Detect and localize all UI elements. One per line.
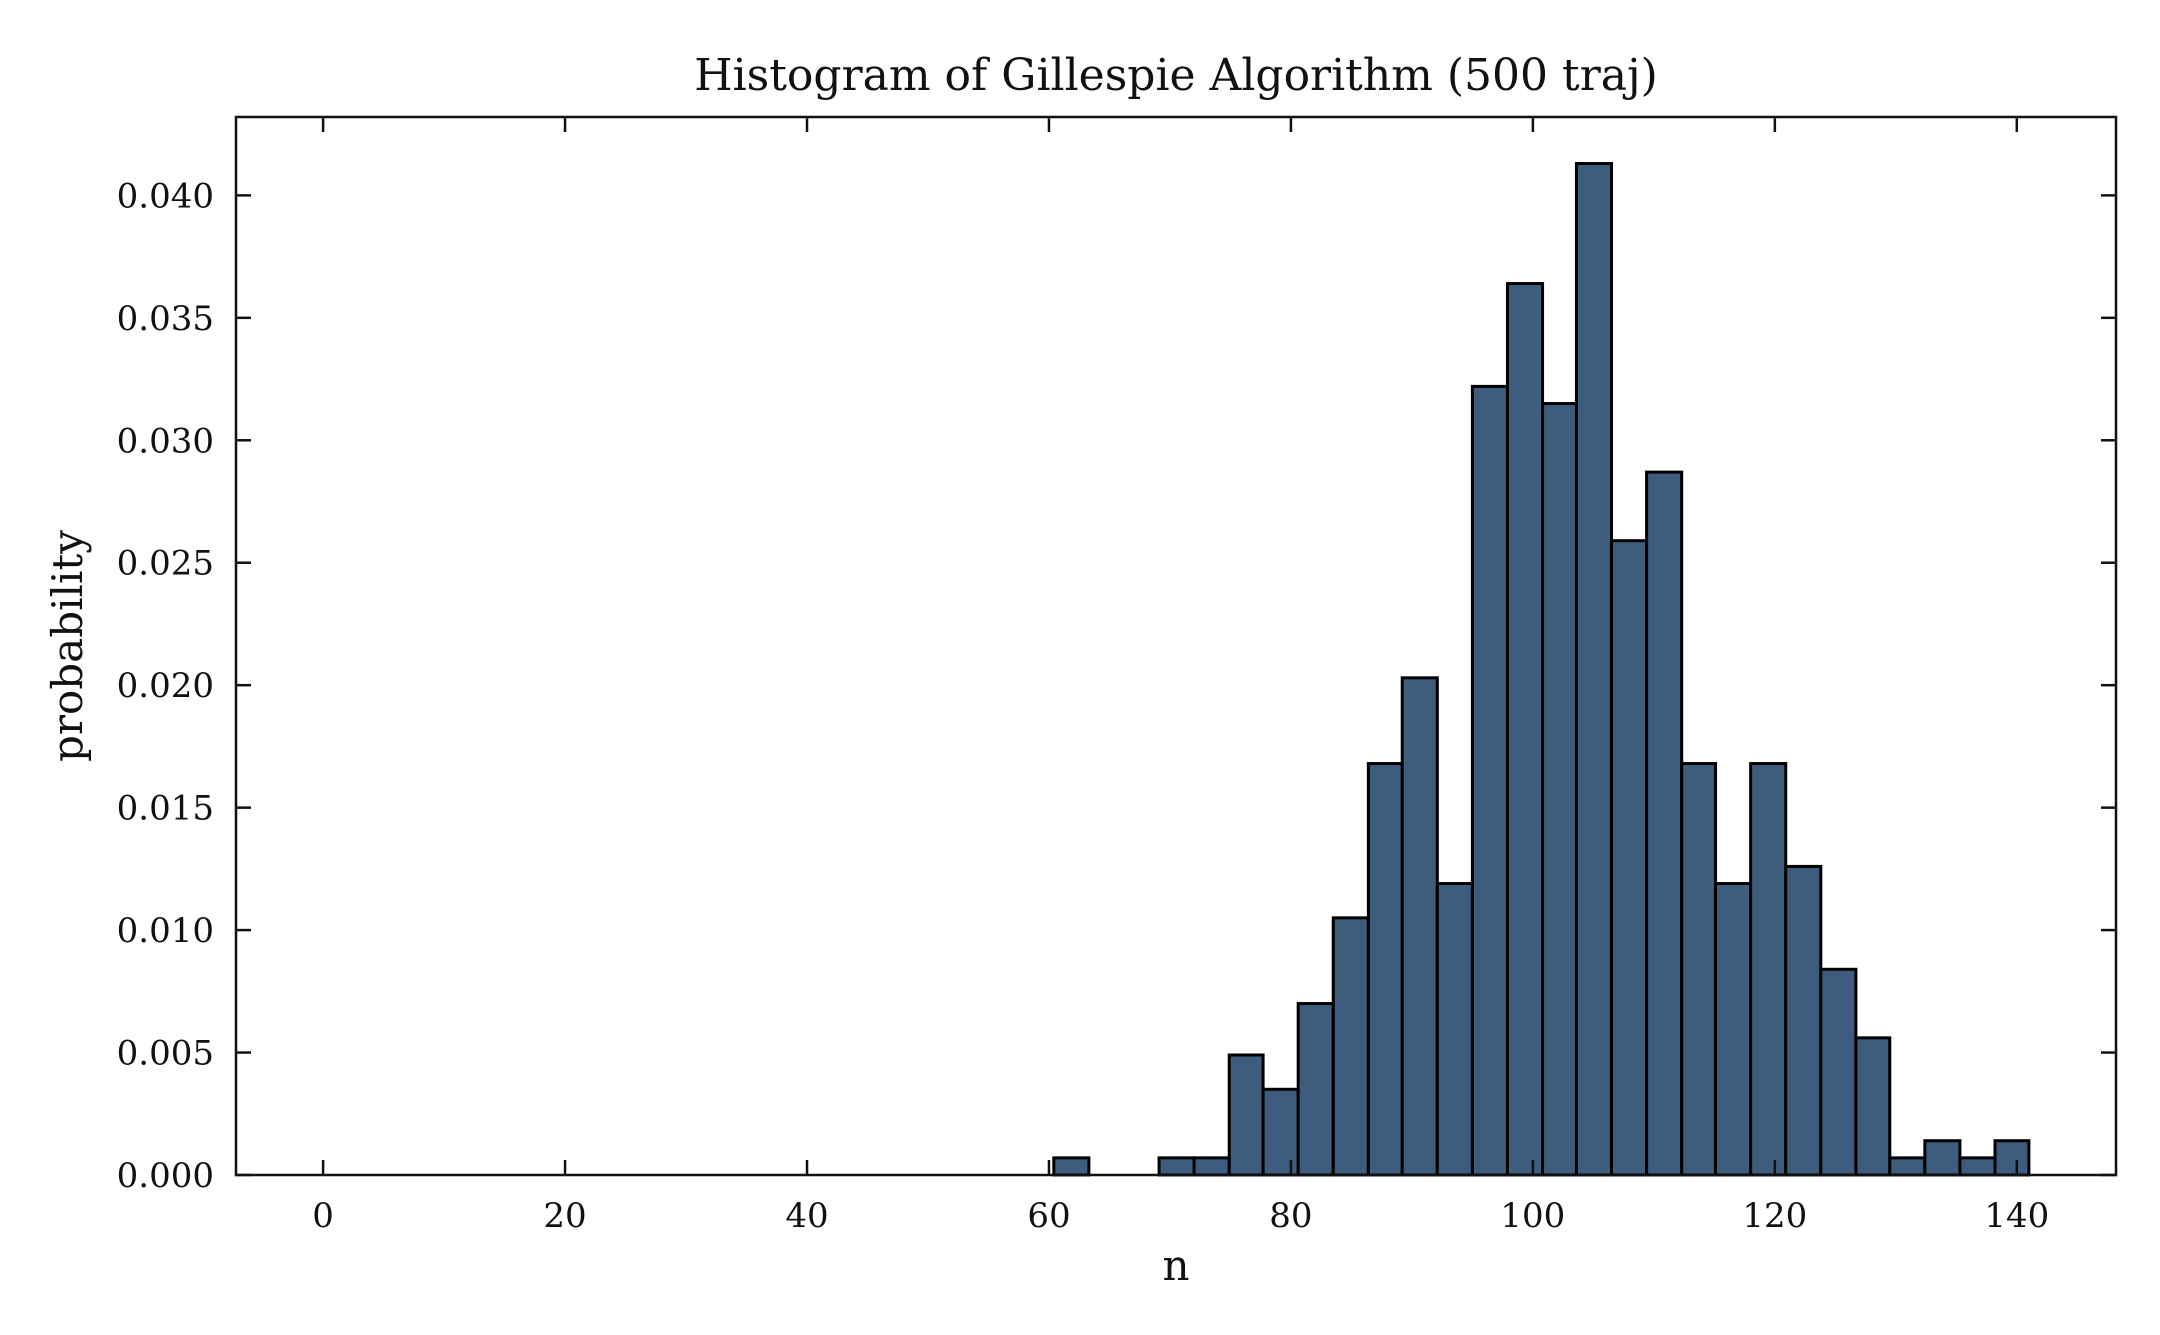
y-tick-label: 0.005 [117,1034,214,1074]
histogram-bar [1541,402,1578,1177]
histogram-bar [1610,539,1649,1177]
y-tick-label: 0.010 [117,911,214,951]
y-tick-label: 0.015 [117,789,214,829]
histogram-bar [1261,1087,1300,1177]
histogram-bar [1958,1156,1997,1177]
histogram-bar [1645,470,1684,1177]
axes-layer: 0 20 40 60 80 100 120 140 0.000 0.005 0.010 0.015 0.… [117,115,2118,1236]
y-tick-label: 0.040 [117,176,214,216]
x-tick-label: 0 [312,1196,334,1236]
chart-title: Histogram of Gillespie Algorithm (500 tr… [694,50,1658,101]
histogram-bar [1714,882,1753,1177]
histogram-bar [1923,1139,1962,1177]
histogram-bar [1470,384,1509,1177]
histogram-bar [1296,1002,1335,1177]
histogram-bar [1993,1139,2031,1177]
histogram-bar [1505,282,1545,1177]
y-tick-label: 0.025 [117,544,214,584]
histogram-bar [1052,1156,1091,1177]
x-tick-label: 20 [543,1196,586,1236]
x-tick-label: 100 [1500,1196,1565,1236]
histogram-bar [1749,762,1788,1177]
histogram-bar [1435,882,1474,1177]
histogram-bar [1854,1036,1892,1177]
y-tick-label: 0.020 [117,666,214,706]
y-tick-label: 0.000 [117,1156,214,1196]
x-tick-label: 140 [1984,1196,2049,1236]
histogram-bar [1888,1156,1927,1177]
x-tick-label: 80 [1269,1196,1312,1236]
y-axis-label: probability [43,530,92,762]
histogram-bar [1157,1156,1196,1177]
plot-frame [234,115,2118,1177]
x-tick-label: 40 [785,1196,828,1236]
histogram-bar [1680,762,1718,1177]
x-tick-label: 60 [1027,1196,1070,1236]
x-tick-label: 120 [1742,1196,1807,1236]
bars-layer [1052,162,2031,1177]
histogram-bar [1819,967,1858,1177]
histogram-bar [1227,1053,1265,1177]
x-axis-label: n [1162,1241,1189,1290]
histogram-bar [1331,916,1370,1177]
y-tick-label: 0.030 [117,421,214,461]
histogram-bar [1574,162,1614,1177]
histogram-bar [1784,864,1823,1177]
histogram-bar [1192,1156,1231,1177]
histogram-bar [1366,762,1404,1177]
histogram-bar [1400,676,1439,1177]
y-tick-label: 0.035 [117,299,214,339]
